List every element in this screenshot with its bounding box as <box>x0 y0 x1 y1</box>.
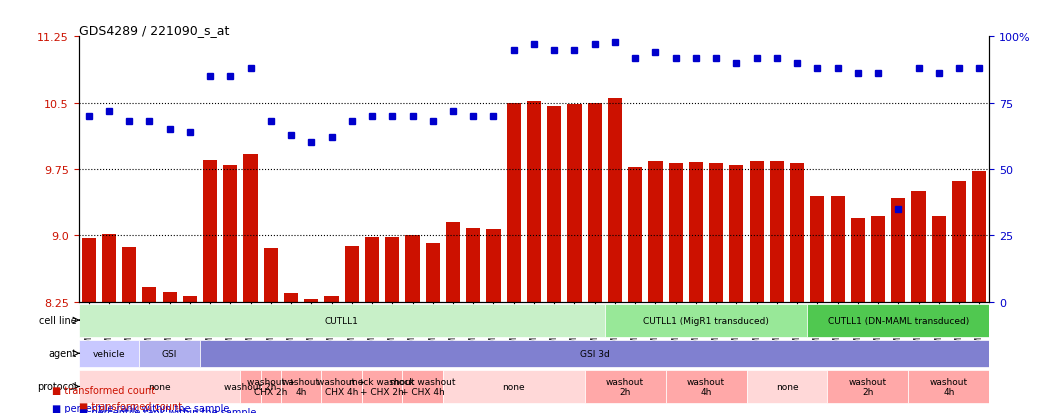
Bar <box>446 223 460 302</box>
Bar <box>608 99 622 302</box>
Bar <box>709 164 723 302</box>
Bar <box>628 168 642 302</box>
Bar <box>365 237 379 302</box>
Text: GSI 3d: GSI 3d <box>580 349 609 358</box>
Text: none: none <box>503 382 525 391</box>
Bar <box>426 243 440 302</box>
Bar <box>264 248 277 302</box>
Bar <box>871 216 885 302</box>
Bar <box>689 163 703 302</box>
FancyBboxPatch shape <box>79 304 605 337</box>
Bar <box>284 293 298 302</box>
Text: washout
2h: washout 2h <box>849 377 887 396</box>
Text: none: none <box>776 382 798 391</box>
Bar <box>830 196 845 302</box>
FancyBboxPatch shape <box>139 340 200 367</box>
Bar <box>466 229 481 302</box>
Bar <box>730 165 743 302</box>
FancyBboxPatch shape <box>241 370 261 403</box>
Bar <box>325 296 338 302</box>
Bar <box>385 237 399 302</box>
Bar <box>548 107 561 302</box>
FancyBboxPatch shape <box>584 370 666 403</box>
FancyBboxPatch shape <box>200 340 989 367</box>
Text: washout
4h: washout 4h <box>282 377 320 396</box>
Text: mock washout
+ CHX 4h: mock washout + CHX 4h <box>389 377 455 396</box>
Bar <box>750 161 763 302</box>
FancyBboxPatch shape <box>666 370 747 403</box>
FancyBboxPatch shape <box>402 370 443 403</box>
Text: washout
2h: washout 2h <box>606 377 644 396</box>
Text: cell line: cell line <box>39 315 76 325</box>
Bar <box>162 292 177 302</box>
FancyBboxPatch shape <box>605 304 807 337</box>
FancyBboxPatch shape <box>443 370 584 403</box>
Bar <box>487 230 500 302</box>
Bar <box>932 216 945 302</box>
Text: washout +
CHX 4h: washout + CHX 4h <box>317 377 365 396</box>
FancyBboxPatch shape <box>261 370 281 403</box>
Bar <box>770 161 784 302</box>
Bar <box>82 238 95 302</box>
Bar <box>223 165 238 302</box>
FancyBboxPatch shape <box>747 370 827 403</box>
Text: GSI: GSI <box>162 349 177 358</box>
Text: washout
4h: washout 4h <box>687 377 726 396</box>
Text: GDS4289 / 221090_s_at: GDS4289 / 221090_s_at <box>79 24 229 37</box>
Bar <box>244 154 258 302</box>
Bar <box>122 247 136 302</box>
Text: CUTLL1 (MigR1 transduced): CUTLL1 (MigR1 transduced) <box>643 316 768 325</box>
FancyBboxPatch shape <box>909 370 989 403</box>
Text: ■ transformed count: ■ transformed count <box>52 385 155 395</box>
Bar <box>648 161 663 302</box>
FancyBboxPatch shape <box>321 370 362 403</box>
Text: washout
4h: washout 4h <box>930 377 968 396</box>
Bar <box>810 196 824 302</box>
Text: washout 2h: washout 2h <box>224 382 276 391</box>
Text: ■ percentile rank within the sample: ■ percentile rank within the sample <box>52 403 229 413</box>
FancyBboxPatch shape <box>827 370 909 403</box>
Bar <box>405 236 420 302</box>
FancyBboxPatch shape <box>807 304 989 337</box>
Bar <box>973 171 986 302</box>
Bar <box>587 103 602 302</box>
FancyBboxPatch shape <box>362 370 402 403</box>
Bar <box>344 247 359 302</box>
Text: washout +
CHX 2h: washout + CHX 2h <box>247 377 295 396</box>
Bar <box>507 103 520 302</box>
Bar <box>102 234 116 302</box>
Bar <box>142 287 156 302</box>
Bar <box>669 164 683 302</box>
Text: none: none <box>149 382 171 391</box>
Bar <box>851 218 865 302</box>
FancyBboxPatch shape <box>79 340 139 367</box>
FancyBboxPatch shape <box>79 370 241 403</box>
Bar <box>183 296 197 302</box>
Bar <box>912 192 926 302</box>
Bar <box>790 164 804 302</box>
Bar <box>952 181 966 302</box>
Text: ■ transformed count: ■ transformed count <box>79 401 181 411</box>
Text: agent: agent <box>48 349 76 358</box>
Bar <box>527 102 541 302</box>
Bar <box>891 199 906 302</box>
Text: protocol: protocol <box>37 382 76 392</box>
Text: CUTLL1: CUTLL1 <box>325 316 359 325</box>
Text: ■ percentile rank within the sample: ■ percentile rank within the sample <box>79 407 255 413</box>
Text: mock washout
+ CHX 2h: mock washout + CHX 2h <box>350 377 415 396</box>
Text: CUTLL1 (DN-MAML transduced): CUTLL1 (DN-MAML transduced) <box>828 316 968 325</box>
Bar <box>203 161 217 302</box>
Bar <box>305 299 318 302</box>
Bar <box>567 105 581 302</box>
Text: vehicle: vehicle <box>92 349 126 358</box>
FancyBboxPatch shape <box>281 370 321 403</box>
